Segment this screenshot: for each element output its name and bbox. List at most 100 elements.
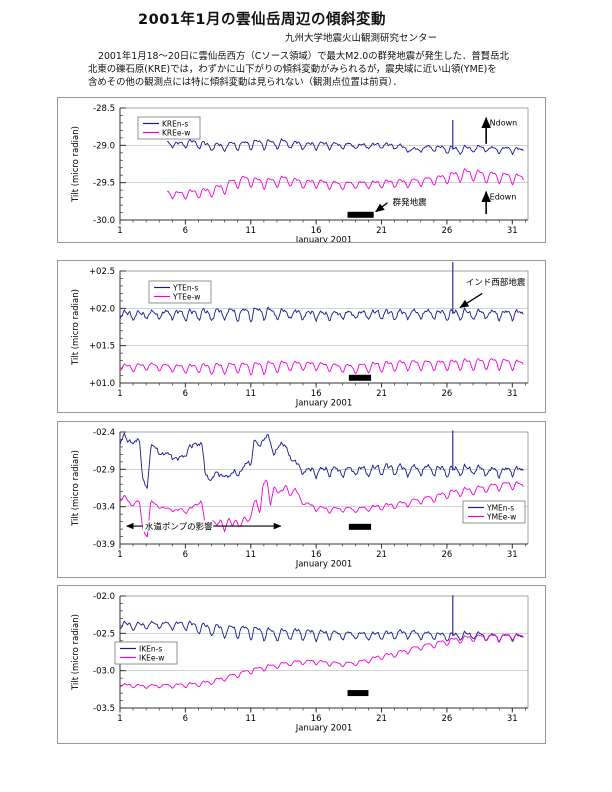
span-label: 水道ポンプの影響	[145, 522, 213, 533]
chart-panel-yte: +02.5 +02.0 +01.5 +01.0 1 6 11 16 21 26 31 January …	[57, 260, 546, 413]
x-tick-label: 26	[442, 714, 453, 724]
legend-box	[462, 500, 526, 524]
legend-label: IKEn-s	[139, 645, 162, 654]
x-tick-label: 1	[117, 550, 122, 560]
x-tick-label: 1	[117, 226, 122, 236]
series-YMEn-s	[120, 432, 524, 489]
series-group	[120, 432, 524, 538]
x-tick-label: 6	[183, 714, 188, 724]
direction-arrow-label: Ndown	[490, 119, 518, 128]
swarm-period-bar	[347, 690, 369, 697]
y-tick-label: +02.0	[89, 304, 115, 314]
x-tick-label: 16	[311, 389, 322, 399]
x-tick-label: 11	[245, 226, 256, 236]
y-tick-label: +01.0	[89, 379, 115, 389]
x-axis-title: January 2001	[295, 236, 353, 243]
x-tick-label: 1	[117, 714, 122, 724]
y-axis-title: Tilt (micro radian)	[71, 289, 81, 366]
series-KREn-s	[167, 138, 524, 155]
legend-label: YMEe-w	[486, 513, 516, 522]
annotation-arrow	[375, 202, 388, 213]
y-tick-label: -02.0	[93, 592, 115, 602]
x-tick-label: 11	[245, 389, 256, 399]
x-tick-label: 6	[183, 226, 188, 236]
series-YMEe-w	[120, 479, 524, 538]
y-tick-label: -02.9	[93, 465, 115, 475]
chart-panel-kre: -28.5 -29.0 -29.5 -30.0 1 6 11 16 21 26 31 January …	[57, 97, 546, 243]
series-YTEn-s	[120, 306, 524, 323]
x-tick-label: 21	[376, 226, 387, 236]
series-group	[120, 306, 524, 376]
legend-label: KREn-s	[162, 120, 188, 129]
paragraph-line: 2001年1月18～20日に雲仙岳西方（Cソース領域）で最大M2.0の群発地震が…	[98, 51, 509, 62]
x-tick-label: 26	[442, 550, 453, 560]
legend-box	[114, 641, 178, 665]
legend-label: KREe-w	[162, 129, 190, 138]
x-tick-label: 31	[507, 389, 518, 399]
x-tick-label: 21	[376, 714, 387, 724]
x-axis-title: January 2001	[295, 724, 353, 734]
y-tick-label: -03.9	[93, 540, 115, 550]
y-tick-label: +01.5	[89, 342, 115, 352]
swarm-period-bar	[348, 374, 372, 381]
legend-label: IKEe-w	[139, 654, 164, 663]
x-tick-label: 31	[507, 550, 518, 560]
swarm-period-bar	[347, 211, 374, 218]
y-axis-title: Tilt (micro radian)	[71, 126, 81, 203]
series-group	[167, 138, 524, 200]
series-YTEe-w	[120, 358, 524, 376]
x-tick-label: 31	[507, 226, 518, 236]
x-tick-label: 21	[376, 389, 387, 399]
x-tick-label: 6	[183, 389, 188, 399]
legend-label: YMEn-s	[486, 504, 514, 513]
y-tick-label: -03.4	[93, 503, 115, 513]
y-tick-label: -03.5	[93, 704, 115, 714]
x-tick-label: 26	[442, 389, 453, 399]
y-tick-label: -28.5	[93, 104, 115, 114]
y-tick-label: +02.5	[89, 267, 115, 277]
ike-tilt-chart: -02.0-02.5-03.0-03.51 6 11 16 21 26 31January …	[71, 592, 529, 734]
page-title: 2001年1月の雲仙岳周辺の傾斜変動	[138, 12, 386, 28]
chart-panel-yme: -02.4 -02.9 -03.4 -03.9 1 6 11 16 21 26 31 January …	[57, 421, 546, 578]
plot-border	[119, 595, 529, 709]
institution-name: 九州大学地震火山観測研究センター	[284, 33, 437, 44]
x-axis-title: January 2001	[295, 399, 353, 409]
y-axis-title: Tilt (micro radian)	[71, 614, 81, 691]
kre-tilt-chart: -28.5-29.0-29.5-30.01 6 11 16 21 26 31January …	[71, 104, 529, 243]
annotation-label: 群発地震	[393, 197, 428, 208]
series-KREe-w	[167, 168, 524, 200]
x-tick-label: 31	[507, 714, 518, 724]
x-tick-label: 21	[376, 550, 387, 560]
legend-label: YTEe-w	[172, 293, 200, 302]
x-tick-label: 11	[245, 714, 256, 724]
summary-paragraph: 2001年1月18～20日に雲仙岳西方（Cソース領域）で最大M2.0の群発地震が…	[88, 50, 528, 89]
paragraph-line: 北東の礫石原(KRE)では，わずかに山下がりの傾斜変動がみられるが，震央域に近い…	[88, 64, 497, 75]
legend-box	[148, 280, 212, 304]
x-tick-label: 16	[311, 714, 322, 724]
x-tick-label: 16	[311, 226, 322, 236]
series-IKEe-w	[120, 633, 524, 689]
direction-arrow-label: Edown	[490, 193, 517, 202]
yte-tilt-chart: +02.5+02.0+01.5+01.01 6 11 16 21 26 31January …	[71, 262, 529, 409]
y-tick-label: -02.5	[93, 629, 115, 639]
y-axis-title: Tilt (micro radian)	[71, 450, 81, 527]
x-tick-label: 1	[117, 389, 122, 399]
y-tick-label: -30.0	[93, 216, 115, 226]
x-tick-label: 11	[245, 550, 256, 560]
series-IKEn-s	[120, 620, 524, 643]
x-tick-label: 16	[311, 550, 322, 560]
chart-panel-ike: -02.0 -02.5 -03.0 -03.5 1 6 11 16 21 26 31 January …	[57, 585, 546, 744]
y-tick-label: -03.0	[93, 667, 115, 677]
legend-label: YTEn-s	[172, 284, 198, 293]
span-label-bg	[142, 520, 214, 532]
y-tick-label: -29.5	[93, 179, 115, 189]
y-tick-label: -29.0	[93, 141, 115, 151]
x-axis-title: January 2001	[295, 560, 353, 570]
x-tick-label: 26	[442, 226, 453, 236]
legend-box	[137, 116, 201, 140]
yme-tilt-chart: -02.4-02.9-03.4-03.91 6 11 16 21 26 31January …	[71, 428, 529, 570]
y-tick-label: -02.4	[93, 428, 115, 438]
series-group	[120, 620, 524, 689]
swarm-period-bar	[348, 523, 372, 530]
